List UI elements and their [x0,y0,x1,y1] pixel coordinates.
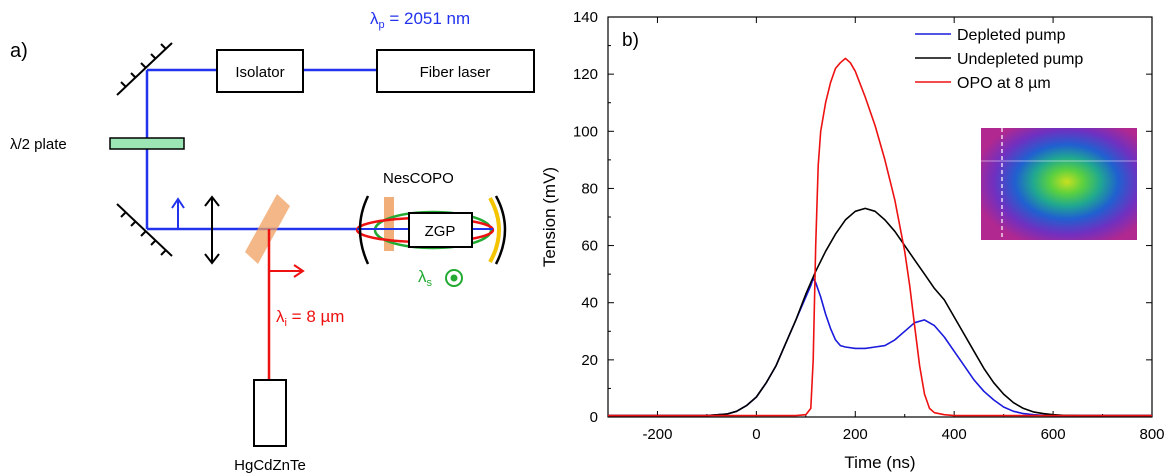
y-tick-label: 40 [581,295,598,312]
series-layer [608,57,1152,417]
x-tick-label: 400 [942,426,967,443]
mirror-bottom [116,203,173,257]
y-tick-label: 120 [573,66,598,83]
dichroic-mirror [245,194,290,264]
x-axis-ticks: -200 0 200 400 600 800 [642,17,1165,443]
mirror-top [116,42,173,96]
half-wave-plate-label: λ/2 plate [10,136,67,153]
isolator-label: Isolator [235,64,284,81]
series-line-1 [608,207,1152,417]
pump-wavelength-label: λp = 2051 nm [370,9,470,31]
signal-polarization-symbol [445,269,463,287]
zgp-crystal [408,212,473,248]
cavity-output-mirror-coating [488,197,501,263]
y-axis-ticks: 0 20 40 60 80 100 120 140 [573,9,1152,426]
optical-setup-diagram: a) λp = 2051 nm [10,9,535,474]
y-tick-label: 140 [573,9,598,26]
fiber-laser-box [376,49,535,93]
y-axis-label: Tension (mV) [540,167,559,267]
isolator-box [216,49,304,93]
idler-polarization-arrow [269,264,305,278]
y-tick-label: 0 [590,409,598,426]
x-tick-label: 600 [1041,426,1066,443]
legend-label-opo: OPO at 8 µm [957,75,1051,92]
x-tick-label: -200 [642,426,672,443]
y-tick-label: 100 [573,123,598,140]
legend: Depleted pump Undepleted pump OPO at 8 µ… [915,27,1083,92]
pump-polarization-arrow [171,197,185,229]
y-tick-label: 60 [581,238,598,255]
signal-wavelength-label: λs [418,267,433,289]
beam-profile-inset [981,128,1137,240]
detector-label: HgCdZnTe [234,457,306,474]
panel-b-label: b) [622,30,639,51]
cavity-output-mirror [494,195,507,265]
cavity-input-mirror [358,195,370,265]
x-axis-label: Time (ns) [844,453,915,472]
y-tick-label: 20 [581,352,598,369]
half-wave-plate [109,137,185,150]
panel-a-label: a) [10,40,28,62]
cavity-label: NesCOPO [383,170,454,187]
crystal-label: ZGP [425,223,456,240]
y-tick-label: 80 [581,180,598,197]
x-tick-label: 200 [843,426,868,443]
legend-label-undepleted: Undepleted pump [957,51,1083,68]
intracavity-plate [384,197,394,251]
legend-label-depleted: Depleted pump [957,27,1066,44]
series-line-2 [608,57,1152,417]
x-tick-label: 0 [752,426,760,443]
focusing-lens [204,195,220,265]
fiber-laser-label: Fiber laser [420,64,491,81]
idler-wavelength-label: λi = 8 µm [276,307,344,329]
detector-box [253,379,287,447]
x-tick-label: 800 [1139,426,1164,443]
